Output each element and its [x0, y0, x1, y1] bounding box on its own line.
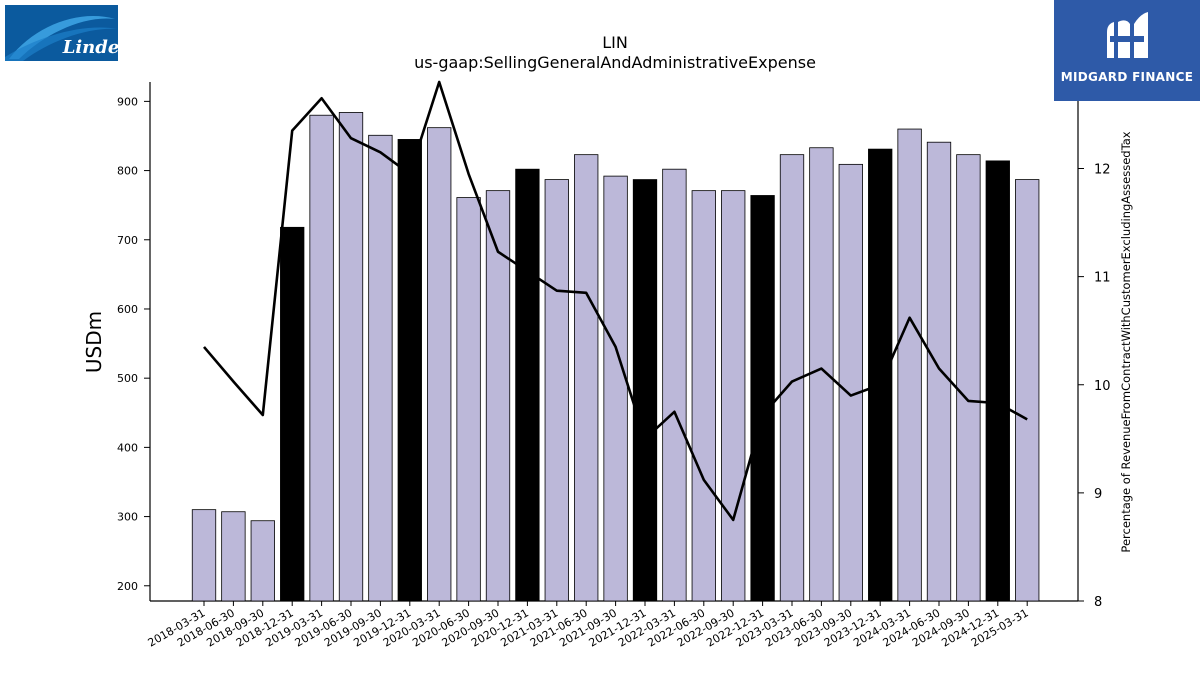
right-y-axis: 8 9 10 11 12: [1078, 163, 1111, 610]
left-y-axis: 200 300 400 500 600 700 800 900: [117, 95, 150, 593]
line-path: [203, 80, 1028, 522]
bar: [544, 179, 569, 602]
right-tick-label: 10: [1094, 379, 1111, 394]
bar: [309, 114, 334, 602]
bar: [956, 154, 981, 602]
midgard-emblem-icon: [1107, 12, 1148, 58]
bar: [632, 179, 658, 602]
bar-series: [191, 112, 1040, 602]
left-tick-label: 500: [117, 372, 138, 385]
bar: [191, 509, 217, 602]
right-tick-label: 9: [1094, 487, 1102, 502]
right-axis-label: Percentage of RevenueFromContractWithCus…: [1119, 131, 1133, 552]
bar: [662, 168, 687, 602]
bar: [897, 128, 922, 602]
bar: [515, 168, 540, 602]
bar: [574, 154, 599, 602]
bar: [603, 175, 628, 602]
brand-name: MIDGARD FINANCE: [1060, 70, 1194, 84]
bar: [250, 520, 275, 602]
bar: [926, 141, 952, 602]
bar: [868, 148, 893, 602]
right-tick-label: 11: [1094, 271, 1111, 286]
linde-logo: Linde: [5, 5, 118, 61]
bar: [456, 197, 481, 602]
right-tick-label: 12: [1094, 163, 1111, 178]
left-axis-label: USDm: [82, 311, 106, 373]
bar: [221, 511, 246, 602]
bar: [721, 190, 746, 602]
left-tick-label: 700: [117, 234, 138, 247]
bar: [1015, 179, 1040, 602]
bar: [397, 139, 422, 602]
bar: [427, 127, 452, 602]
right-tick-label: 8: [1094, 595, 1102, 610]
bar: [338, 112, 364, 602]
left-tick-label: 900: [117, 95, 138, 108]
bar: [280, 226, 305, 602]
chart-ticker: LIN: [602, 33, 628, 52]
bar: [691, 190, 716, 602]
left-tick-label: 300: [117, 511, 138, 524]
bar: [750, 195, 775, 602]
midgard-finance-logo: MIDGARD FINANCE: [1054, 0, 1200, 101]
bar: [838, 163, 863, 602]
x-axis: 2018-03-312018-06-302018-09-302018-12-31…: [146, 601, 1031, 650]
bar: [985, 160, 1010, 602]
left-tick-label: 200: [117, 580, 138, 593]
left-tick-label: 800: [117, 165, 138, 178]
chart-subtitle: us-gaap:SellingGeneralAndAdministrativeE…: [414, 53, 816, 72]
left-tick-label: 600: [117, 303, 138, 316]
left-tick-label: 400: [117, 441, 138, 454]
line-series: [203, 80, 1028, 522]
bar: [368, 134, 393, 602]
svg-text:Linde: Linde: [62, 37, 118, 58]
